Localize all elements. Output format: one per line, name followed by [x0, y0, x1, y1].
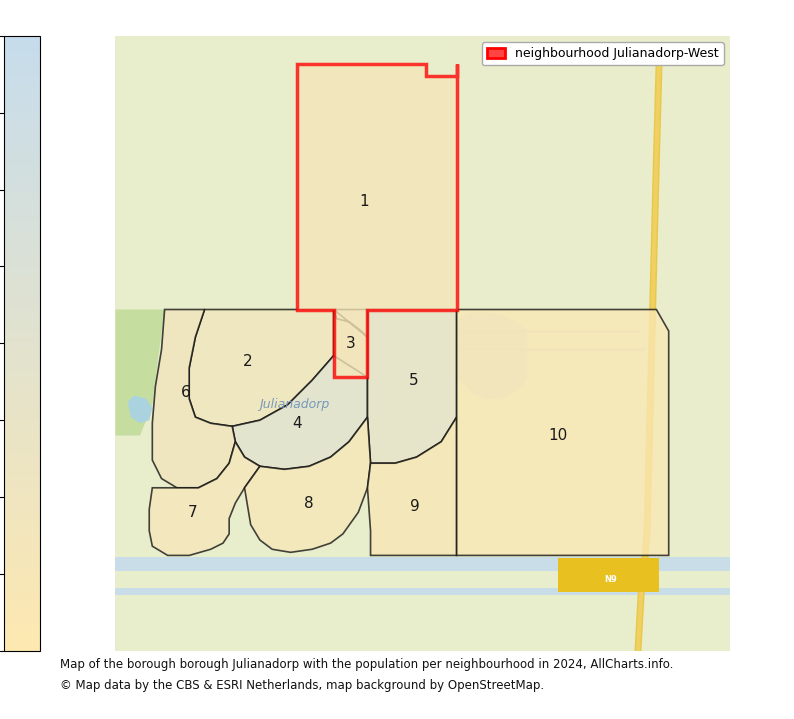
Text: Map of the borough borough Julianadorp with the population per neighbourhood in : Map of the borough borough Julianadorp w…	[60, 658, 673, 671]
Legend: neighbourhood Julianadorp-West: neighbourhood Julianadorp-West	[481, 42, 724, 65]
Bar	[115, 557, 730, 571]
Text: 5: 5	[409, 372, 418, 388]
Polygon shape	[189, 309, 333, 426]
Text: 6: 6	[181, 385, 191, 400]
Polygon shape	[333, 309, 368, 377]
Polygon shape	[368, 417, 457, 555]
Text: 2: 2	[243, 354, 252, 370]
Polygon shape	[232, 356, 368, 470]
Text: © Map data by the CBS & ESRI Netherlands, map background by OpenStreetMap.: © Map data by the CBS & ESRI Netherlands…	[60, 679, 544, 692]
Polygon shape	[368, 309, 457, 463]
Text: 4: 4	[292, 416, 302, 431]
Polygon shape	[245, 417, 371, 552]
Polygon shape	[297, 63, 457, 377]
Bar	[558, 559, 660, 592]
Bar	[457, 36, 730, 555]
Polygon shape	[457, 309, 669, 555]
Polygon shape	[128, 395, 152, 423]
Text: 9: 9	[410, 499, 420, 514]
Bar	[115, 588, 730, 595]
Text: 7: 7	[187, 505, 197, 520]
Text: 3: 3	[345, 336, 355, 351]
Polygon shape	[457, 313, 527, 398]
Text: 8: 8	[304, 495, 314, 510]
Polygon shape	[152, 309, 235, 487]
Text: 10: 10	[549, 428, 568, 443]
Text: 1: 1	[360, 194, 369, 209]
Text: N9: N9	[604, 575, 617, 585]
Polygon shape	[115, 309, 164, 436]
Text: Julianadorp: Julianadorp	[259, 398, 329, 411]
Polygon shape	[149, 441, 260, 555]
